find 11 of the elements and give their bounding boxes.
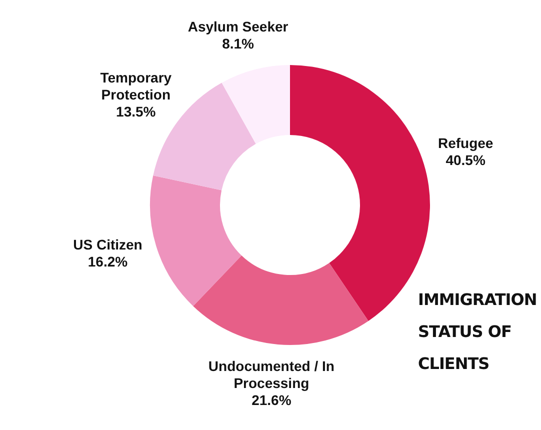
slice-label: Undocumented / In Processing [208,358,334,392]
slice-label: Temporary Protection [100,69,172,102]
data-label: 21.6% [252,392,292,408]
data-label: 16.2% [88,254,128,270]
data-label: 8.1% [222,35,255,52]
text: IMMIGRATION STATUS OF CLIENTS [418,289,538,375]
data-label: 40.5% [446,152,486,168]
slice-label: US Citizen [73,236,142,253]
slice-label: Asylum Seeker [188,18,289,34]
data-label: 13.5% [116,103,156,120]
slice-label: Refugee [438,135,494,152]
